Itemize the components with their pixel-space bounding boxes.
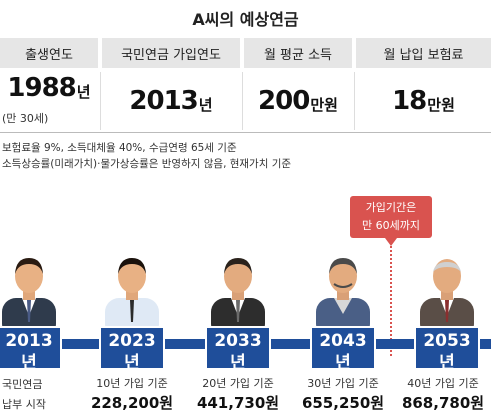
caption-30yr: 30년 가입 기준	[307, 377, 379, 390]
value-birth-year: 1988 년	[0, 68, 98, 108]
value-unit: 년	[198, 95, 213, 114]
value-unit: 년	[76, 82, 91, 101]
caption-40yr: 40년 가입 기준	[407, 377, 479, 390]
callout-dotted-line	[390, 246, 392, 356]
caption-20yr: 20년 가입 기준	[202, 377, 274, 390]
badge-2043: 2043년 (만 55세)	[310, 326, 376, 385]
badge-age: (만 35세)	[110, 374, 154, 385]
person-illustration-age-45	[211, 258, 265, 338]
divider	[242, 72, 243, 130]
value-number: 2013	[129, 86, 198, 116]
divider	[100, 72, 101, 130]
header-monthly-income: 월 평균 소득	[244, 38, 352, 68]
person-illustration-age-65	[420, 259, 474, 338]
amount-40yr: 868,780원	[401, 394, 485, 412]
value-unit: 만원	[310, 95, 338, 114]
badge-2053: 2053년 (만 65세)	[414, 326, 480, 385]
note-present-value: 소득상승률(미래가치)·물가상승률은 반영하지 않음, 현재가치 기준	[2, 158, 292, 170]
badge-age: (만 65세)	[425, 374, 469, 385]
badge-2023: 2023년 (만 35세)	[99, 326, 165, 385]
header-join-year: 국민연금 가입연도	[102, 38, 240, 68]
value-monthly-premium: 18 만원	[356, 72, 491, 130]
value-number: 18	[392, 86, 427, 116]
header-monthly-premium: 월 납입 보험료	[356, 38, 491, 68]
badge-age: (만 55세)	[321, 374, 365, 385]
amount-20yr: 441,730원	[196, 394, 280, 412]
infographic-title: A씨의 예상연금	[192, 10, 299, 29]
callout-line: 만 60세까지	[362, 219, 420, 232]
badge-year: 2023년	[108, 331, 156, 373]
header-birth-year: 출생연도	[0, 38, 98, 68]
divider	[354, 72, 355, 130]
caption-10yr: 10년 가입 기준	[96, 377, 168, 390]
caption-start-line2: 납부 시작	[2, 398, 46, 411]
badge-age: (만 25세)	[7, 374, 51, 385]
caption-start-line1: 국민연금	[2, 378, 43, 391]
value-number: 200	[258, 86, 310, 116]
callout-enrollment-period: 가입기간은 만 60세까지	[350, 196, 432, 246]
value-number: 1988	[7, 73, 76, 103]
badge-year: 2033년	[214, 331, 262, 373]
callout-line: 가입기간은	[365, 201, 417, 214]
person-illustration-age-55	[316, 258, 370, 338]
badge-year: 2053년	[423, 331, 471, 373]
person-illustration-age-35	[105, 258, 159, 338]
note-premium-rate: 보험료율 9%, 소득대체율 40%, 수급연령 65세 기준	[2, 142, 237, 154]
badge-2013: 2013년 (만 25세)	[0, 326, 62, 385]
table-bottom-rule	[0, 132, 491, 133]
amount-10yr: 228,200원	[90, 394, 174, 412]
badge-year: 2013년	[5, 331, 53, 373]
value-birth-age: (만 30세)	[2, 112, 49, 125]
amount-30yr: 655,250원	[301, 394, 385, 412]
badge-2033: 2033년 (만 45세)	[205, 326, 271, 385]
value-join-year: 2013 년	[102, 72, 240, 130]
badge-age: (만 45세)	[216, 374, 260, 385]
person-illustration-age-25	[2, 258, 56, 338]
badge-year: 2043년	[319, 331, 367, 373]
value-unit: 만원	[427, 95, 455, 114]
value-monthly-income: 200 만원	[244, 72, 352, 130]
